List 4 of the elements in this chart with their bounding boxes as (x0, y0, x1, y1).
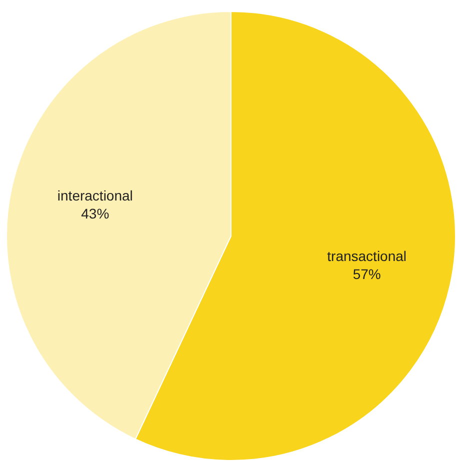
slice-label: interactional (57, 187, 133, 204)
slice-label: transactional (327, 248, 407, 264)
data-label: 57% (352, 266, 381, 282)
data-label: 43% (81, 205, 110, 222)
